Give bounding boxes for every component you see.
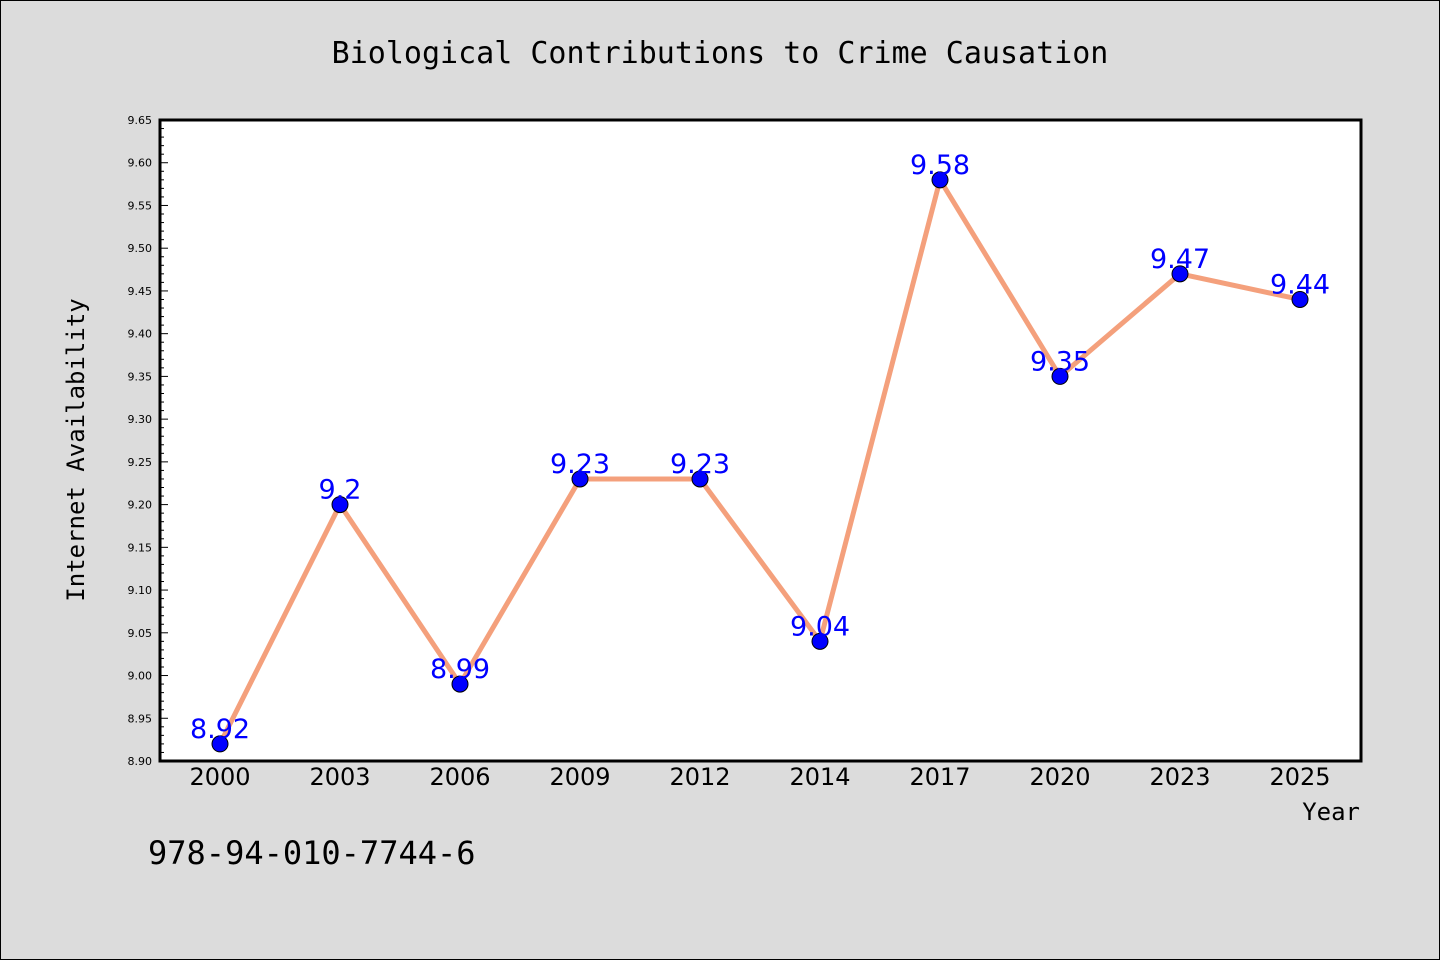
y-tick-label: 9.00 bbox=[128, 670, 153, 683]
data-label: 8.99 bbox=[430, 654, 490, 685]
data-label: 8.92 bbox=[190, 714, 250, 745]
x-axis-label: Year bbox=[1302, 798, 1360, 826]
x-tick-label: 2006 bbox=[429, 763, 490, 791]
data-label: 9.35 bbox=[1030, 346, 1090, 377]
x-tick-label: 2020 bbox=[1029, 763, 1090, 791]
y-tick-label: 9.50 bbox=[128, 242, 153, 255]
data-point bbox=[691, 470, 709, 488]
x-tick-label: 2023 bbox=[1149, 763, 1210, 791]
y-tick-label: 9.10 bbox=[128, 584, 153, 597]
y-tick-label: 9.05 bbox=[128, 627, 153, 640]
x-tick-label: 2025 bbox=[1269, 763, 1330, 791]
x-axis: 2000 2003 2006 2009 2012 2014 2017 2020 2023 2025 bbox=[189, 763, 1330, 791]
x-tick-label: 2017 bbox=[909, 763, 970, 791]
y-tick-label: 9.25 bbox=[128, 456, 153, 469]
data-labels: 8.92 9.2 8.99 9.23 9.23 9.04 9.58 9.35 9.47 9.44 bbox=[190, 150, 1330, 745]
y-tick-label: 9.40 bbox=[128, 328, 153, 341]
data-point bbox=[211, 735, 229, 753]
x-tick-label: 2000 bbox=[189, 763, 250, 791]
x-tick-label: 2012 bbox=[669, 763, 730, 791]
data-point bbox=[931, 171, 949, 189]
x-tick-label: 2003 bbox=[309, 763, 370, 791]
x-tick-label: 2014 bbox=[789, 763, 850, 791]
data-point bbox=[1051, 367, 1069, 385]
y-tick-label: 9.20 bbox=[128, 499, 153, 512]
data-point bbox=[331, 496, 349, 514]
y-tick-label: 9.15 bbox=[128, 541, 153, 554]
data-label: 9.58 bbox=[910, 150, 970, 181]
data-label: 9.04 bbox=[790, 611, 850, 642]
y-tick-label: 9.60 bbox=[128, 157, 153, 170]
data-point bbox=[811, 632, 829, 650]
chart-title: Biological Contributions to Crime Causat… bbox=[332, 36, 1109, 71]
data-point bbox=[571, 470, 589, 488]
data-point bbox=[1291, 290, 1309, 308]
y-tick-label: 9.65 bbox=[128, 114, 153, 127]
data-label: 9.2 bbox=[319, 475, 362, 506]
data-point bbox=[1171, 265, 1189, 283]
y-tick-label: 9.55 bbox=[128, 199, 153, 212]
y-axis: 8.90 8.95 9.00 9.05 9.10 9.15 9.20 9.25 9.30 9.35… bbox=[128, 114, 168, 768]
series-group bbox=[211, 171, 1309, 753]
data-label: 9.23 bbox=[670, 449, 730, 480]
y-tick-label: 9.45 bbox=[128, 285, 153, 298]
series-line bbox=[217, 173, 1301, 746]
data-label: 9.47 bbox=[1150, 244, 1210, 275]
footer-code: 978-94-010-7744-6 bbox=[148, 834, 476, 872]
y-tick-label: 8.90 bbox=[128, 755, 153, 768]
y-tick-label: 9.35 bbox=[128, 370, 153, 383]
plot-area bbox=[158, 118, 1363, 763]
data-label: 9.23 bbox=[550, 449, 610, 480]
y-tick-label: 8.95 bbox=[128, 712, 153, 725]
data-point bbox=[451, 675, 469, 693]
data-label: 9.44 bbox=[1270, 269, 1330, 300]
x-tick-label: 2009 bbox=[549, 763, 610, 791]
y-tick-label: 9.30 bbox=[128, 413, 153, 426]
y-axis-label: Internet Availability bbox=[62, 298, 90, 601]
